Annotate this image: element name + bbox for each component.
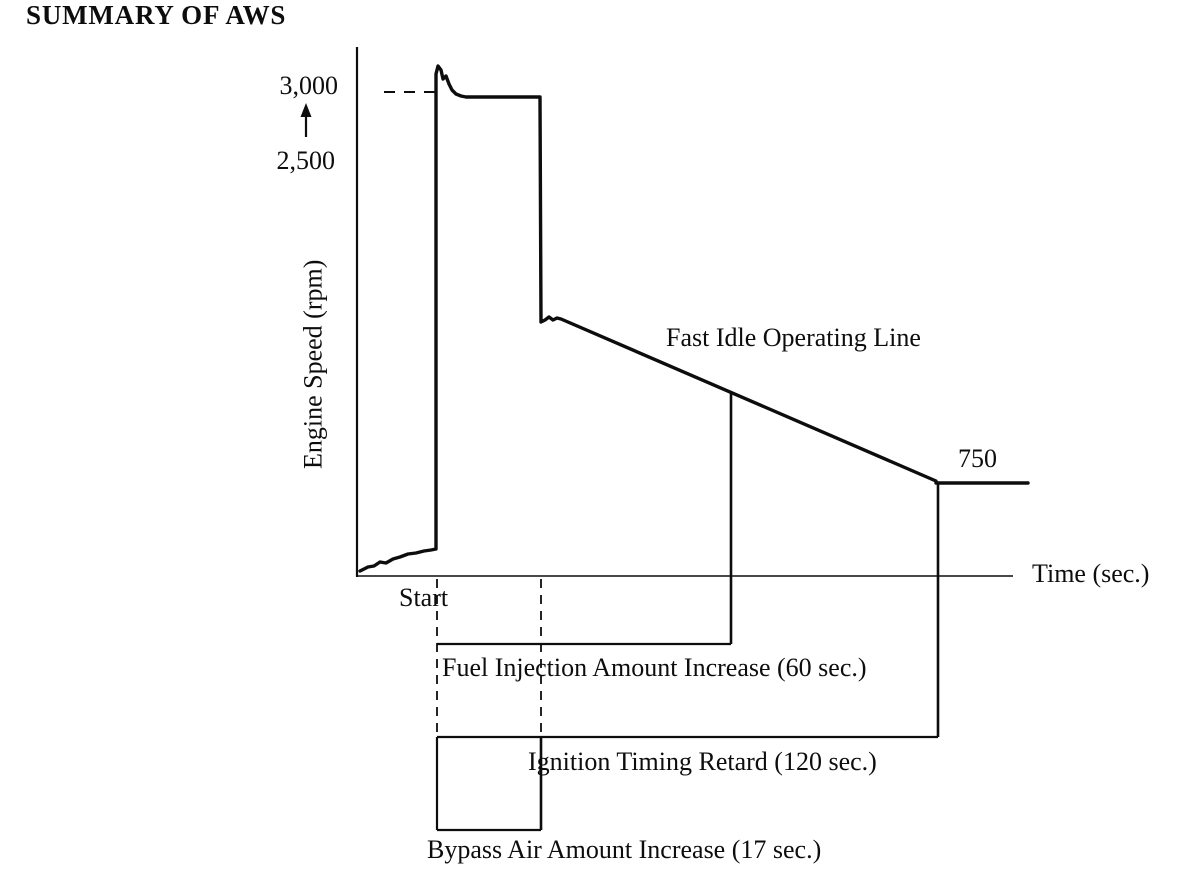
fuel-injection-event-label: Fuel Injection Amount Increase (60 sec.) [442,653,867,682]
idle-rpm-label: 750 [958,444,997,473]
start-label: Start [399,583,449,612]
fast-idle-line-label: Fast Idle Operating Line [666,323,921,352]
engine-speed-curve [358,64,1030,573]
y-tick-3000: 3,000 [279,71,339,100]
y-axis-label: Engine Speed (rpm) [298,259,328,469]
page-title: SUMMARY OF AWS [26,0,287,30]
ignition-retard-event-label: Ignition Timing Retard (120 sec.) [528,747,877,776]
bypass-air-event-label: Bypass Air Amount Increase (17 sec.) [427,835,822,864]
y-tick-2500: 2,500 [276,146,336,175]
range-arrow-head-icon [300,103,312,117]
x-axis-label: Time (sec.) [1032,559,1150,588]
